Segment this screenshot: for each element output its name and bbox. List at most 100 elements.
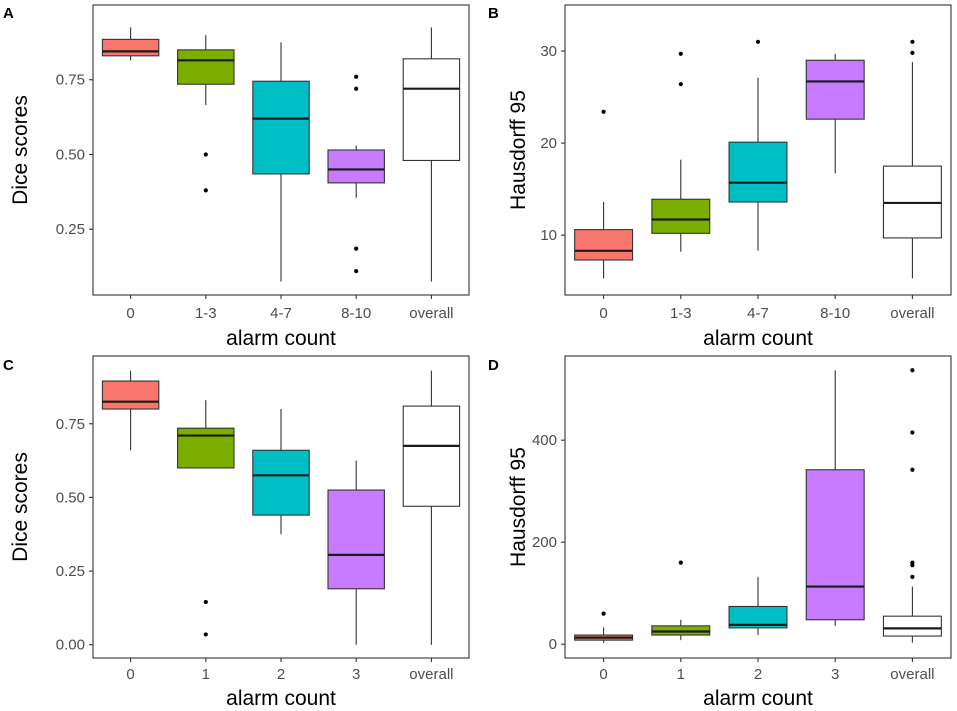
box-body <box>252 449 310 516</box>
x-tick-label: 0 <box>599 305 607 322</box>
panel-label: A <box>3 5 14 22</box>
box-2 <box>252 409 310 535</box>
x-axis-title: alarm count <box>226 687 336 710</box>
outlier-point <box>755 39 761 44</box>
x-tick-label: 0 <box>599 666 607 683</box>
outlier-point <box>354 268 359 274</box>
y-tick-label: 0.75 <box>56 416 85 433</box>
y-axis-title: Dice scores <box>9 95 32 205</box>
x-axis-title: alarm count <box>226 327 336 350</box>
box-body <box>101 380 160 410</box>
x-tick-label: 1 <box>202 666 210 683</box>
outlier-point <box>354 74 359 79</box>
box-0 <box>574 611 634 643</box>
y-tick-label: 400 <box>532 432 557 449</box>
box-body <box>402 405 461 507</box>
y-tick-label: 0.00 <box>56 637 85 654</box>
box-overall <box>882 39 942 279</box>
box-0 <box>101 27 160 61</box>
outlier-point <box>910 430 915 435</box>
box-1 <box>651 560 711 641</box>
y-axis-title: Hausdorff 95 <box>507 90 530 210</box>
x-tick-label: 1 <box>677 666 685 683</box>
outlier-point <box>203 632 208 637</box>
x-tick-label: 2 <box>277 666 285 683</box>
box-body <box>882 615 942 637</box>
x-tick-label: 4-7 <box>747 305 769 322</box>
x-tick-label: 0 <box>126 305 134 322</box>
y-tick-label: 20 <box>540 135 557 152</box>
outlier-point <box>910 368 915 373</box>
x-tick-label: overall <box>890 305 934 322</box>
y-axis-title: Hausdorff 95 <box>507 447 530 567</box>
box-body <box>327 489 385 590</box>
box-2 <box>728 576 788 636</box>
x-axis-title: alarm count <box>703 327 813 350</box>
box-body <box>177 49 235 85</box>
box-0 <box>574 109 634 279</box>
x-tick-label: 2 <box>754 666 762 683</box>
y-axis-title: Dice scores <box>9 452 32 562</box>
box-body <box>252 80 310 175</box>
panel-label: B <box>488 5 499 22</box>
box-8-10 <box>327 74 385 274</box>
box-1-3 <box>177 34 235 193</box>
outlier-point <box>678 560 683 565</box>
outlier-point <box>203 152 208 157</box>
panel-d: D 0 200 400 0 1 2 3 overall alarm count Hausdorff … <box>488 355 952 710</box>
x-tick-label: 0 <box>126 666 134 683</box>
box-body <box>177 427 235 469</box>
y-tick-label: 0.25 <box>56 563 85 580</box>
x-tick-label: 3 <box>831 666 839 683</box>
y-tick-label: 200 <box>532 534 557 551</box>
y-tick-label: 0 <box>549 636 557 653</box>
x-tick-label: 3 <box>352 666 360 683</box>
box-body <box>805 59 865 120</box>
y-tick-label: 30 <box>540 43 557 60</box>
box-0 <box>101 370 160 451</box>
outlier-point <box>678 51 683 56</box>
box-overall <box>402 370 461 645</box>
x-tick-label: 1-3 <box>670 305 692 322</box>
outlier-point <box>354 246 359 251</box>
box-body <box>728 605 788 629</box>
outlier-point <box>601 611 606 616</box>
box-8-10 <box>805 53 865 174</box>
panel-a: A 0.25 0.50 0.75 0 1-3 4-7 8-10 overall alarm cou… <box>3 4 470 350</box>
outlier-point <box>203 599 208 605</box>
box-body <box>805 469 865 621</box>
box-1-3 <box>651 51 711 252</box>
panel-label: C <box>3 357 14 374</box>
box-body <box>402 58 461 162</box>
x-tick-label: overall <box>890 666 934 683</box>
x-tick-label: 8-10 <box>820 305 850 322</box>
y-tick-label: 0.25 <box>56 221 85 238</box>
outlier-point <box>910 39 915 44</box>
x-tick-label: overall <box>409 666 453 683</box>
box-body <box>101 38 160 57</box>
y-tick-label: 0.50 <box>56 489 85 506</box>
outlier-point <box>601 109 606 114</box>
box-body <box>728 141 788 203</box>
panel-c: C 0.00 0.25 0.50 0.75 0 1 2 3 overall alarm count D… <box>3 355 470 710</box>
panel-label: D <box>488 357 499 374</box>
outlier-point <box>203 188 208 193</box>
box-4-7 <box>252 42 310 282</box>
outlier-point <box>910 467 915 472</box>
panel-b: B 10 20 30 0 1-3 4-7 8-10 overall alarm count Haus… <box>488 4 952 350</box>
outlier-point <box>910 50 915 55</box>
outlier-point <box>910 563 915 568</box>
box-3 <box>327 460 385 645</box>
outlier-point <box>354 86 359 91</box>
box-overall <box>402 27 461 282</box>
y-tick-label: 0.50 <box>56 146 85 163</box>
box-3 <box>805 370 865 626</box>
x-tick-label: 8-10 <box>341 305 371 322</box>
box-overall <box>882 368 942 643</box>
x-tick-label: overall <box>409 305 453 322</box>
box-body <box>574 229 634 261</box>
x-tick-label: 4-7 <box>270 305 292 322</box>
box-body <box>327 149 385 184</box>
x-axis-title: alarm count <box>703 687 813 710</box>
